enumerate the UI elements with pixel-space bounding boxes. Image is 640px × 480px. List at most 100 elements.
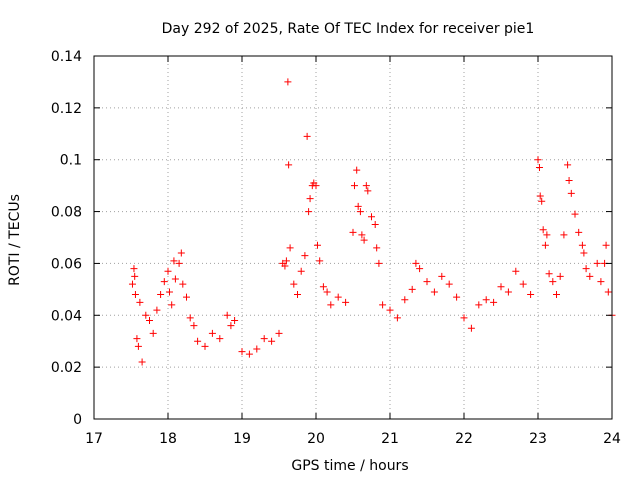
data-point	[412, 259, 420, 267]
data-point	[362, 182, 370, 190]
y-tick-label: 0.08	[51, 205, 82, 221]
data-point	[245, 350, 253, 358]
x-tick-label: 19	[233, 431, 251, 447]
data-point	[349, 228, 357, 236]
data-point	[545, 270, 553, 278]
data-point	[565, 176, 573, 184]
data-point	[541, 241, 549, 249]
data-points	[128, 78, 616, 366]
data-point	[564, 161, 572, 169]
y-tick-label: 0.02	[51, 360, 82, 376]
data-point	[305, 208, 313, 216]
data-point	[146, 316, 153, 324]
axis-ticks: 17 18 19 20 21 22 23 24 0 0.02 0.04 0.06 0.08 0.1 0.12…	[51, 49, 621, 447]
grid-lines	[94, 56, 612, 419]
data-point	[216, 335, 224, 343]
chart-title: Day 292 of 2025, Rate Of TEC Index for r…	[162, 21, 535, 37]
data-point	[323, 288, 331, 296]
data-point	[460, 314, 468, 322]
data-point	[133, 335, 141, 343]
data-point	[438, 272, 446, 280]
data-point	[575, 228, 583, 236]
data-point	[360, 236, 368, 244]
data-point	[316, 257, 324, 265]
data-point	[301, 252, 309, 260]
data-point	[303, 132, 311, 140]
data-point	[475, 301, 483, 309]
data-point	[190, 322, 198, 330]
data-point	[285, 161, 293, 169]
x-tick-label: 23	[529, 431, 547, 447]
x-tick-label: 22	[455, 431, 473, 447]
data-point	[602, 241, 610, 249]
data-point	[408, 285, 416, 293]
x-tick-label: 24	[603, 431, 621, 447]
data-point	[536, 192, 544, 200]
x-axis-label: GPS time / hours	[291, 458, 408, 474]
data-point	[136, 298, 144, 306]
data-point	[482, 296, 490, 304]
data-point	[467, 324, 475, 332]
data-point	[580, 249, 588, 257]
data-point	[168, 301, 176, 309]
data-point	[179, 280, 187, 288]
data-point	[519, 280, 527, 288]
data-point	[373, 244, 381, 252]
data-point	[268, 337, 276, 345]
data-point	[527, 291, 535, 299]
data-point	[430, 288, 438, 296]
data-point	[553, 291, 560, 299]
data-point	[386, 306, 394, 314]
data-point	[319, 283, 327, 291]
data-point	[586, 272, 594, 280]
data-point	[538, 197, 546, 205]
data-point	[134, 342, 142, 350]
data-point	[231, 316, 239, 324]
data-point	[149, 329, 157, 337]
data-point	[208, 329, 216, 337]
data-point	[504, 288, 512, 296]
data-point	[131, 272, 139, 280]
data-point	[281, 262, 289, 270]
data-point	[201, 342, 209, 350]
data-point	[416, 265, 424, 273]
data-point	[282, 257, 290, 265]
data-point	[284, 78, 292, 86]
data-point	[571, 210, 579, 218]
data-point	[306, 195, 314, 203]
data-point	[604, 288, 612, 296]
data-point	[275, 329, 283, 337]
data-point	[164, 267, 172, 275]
y-tick-label: 0.06	[51, 256, 82, 272]
data-point	[512, 267, 520, 275]
data-point	[157, 291, 165, 299]
data-point	[490, 298, 498, 306]
data-point	[253, 345, 261, 353]
data-point	[227, 322, 235, 330]
y-tick-label: 0.04	[51, 308, 82, 324]
data-point	[223, 311, 231, 319]
data-point	[142, 311, 150, 319]
data-point	[368, 213, 375, 221]
data-point	[597, 278, 605, 286]
data-point	[153, 306, 161, 314]
data-point	[170, 257, 178, 265]
data-point	[175, 259, 183, 267]
data-point	[379, 301, 387, 309]
data-point	[131, 291, 139, 299]
data-point	[371, 221, 379, 229]
data-point	[177, 249, 185, 257]
data-point	[358, 231, 366, 239]
data-point	[128, 280, 136, 288]
data-point	[138, 358, 146, 366]
y-tick-label: 0.1	[60, 153, 82, 169]
data-point	[375, 259, 383, 267]
data-point	[543, 231, 551, 239]
data-point	[342, 298, 350, 306]
y-tick-label: 0.12	[51, 101, 82, 117]
data-point	[260, 335, 268, 343]
x-tick-label: 21	[381, 431, 399, 447]
data-point	[567, 189, 575, 197]
data-point	[582, 265, 590, 273]
x-tick-label: 18	[159, 431, 177, 447]
